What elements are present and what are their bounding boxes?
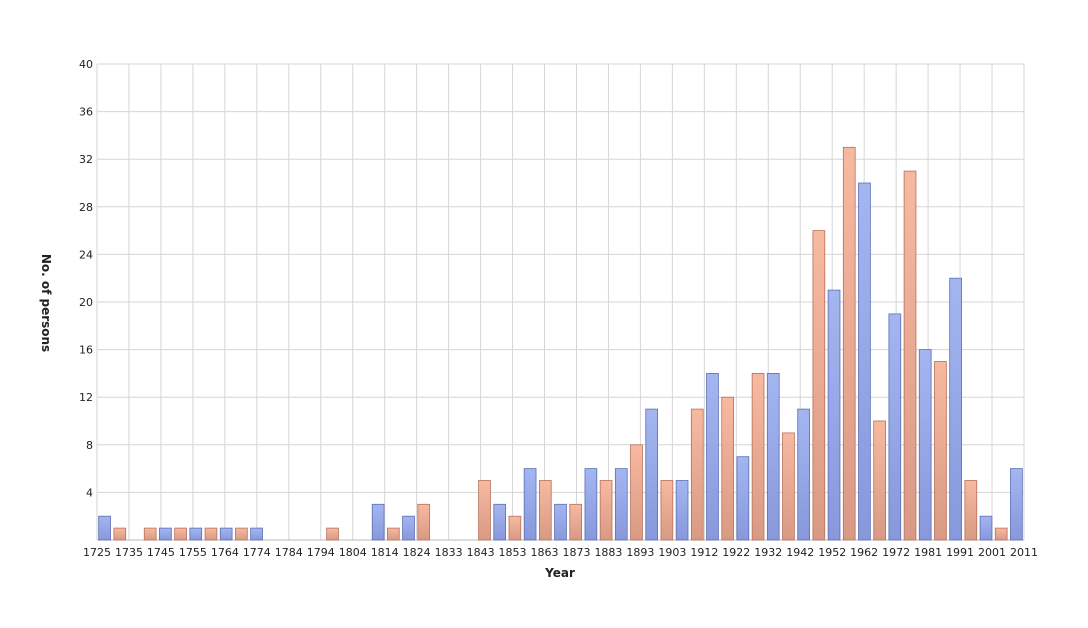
y-tick-label: 32 — [79, 153, 93, 166]
bar — [918, 349, 932, 541]
y-tick-label: 12 — [79, 391, 93, 404]
x-tick-label: 1804 — [339, 546, 367, 559]
x-axis-title: Year — [544, 566, 575, 580]
bar — [660, 480, 674, 541]
bar — [812, 230, 826, 541]
y-tick-label: 28 — [79, 201, 93, 214]
bar — [706, 372, 719, 541]
bar — [584, 468, 598, 541]
y-tick-label: 24 — [79, 248, 93, 261]
x-tick-label: 1833 — [435, 546, 463, 559]
bars — [98, 146, 1023, 541]
x-tick-label: 1972 — [882, 546, 910, 559]
bar — [782, 432, 795, 541]
bar — [417, 503, 431, 541]
x-tick-label: 1794 — [307, 546, 335, 559]
bar — [523, 468, 537, 541]
bar — [219, 527, 233, 541]
bar — [949, 277, 962, 541]
x-tick-label: 1745 — [147, 546, 175, 559]
bar — [554, 503, 567, 541]
x-tick-label: 1755 — [179, 546, 207, 559]
bar — [827, 289, 841, 541]
bar — [402, 515, 415, 541]
x-axis-ticks: 1725 1735 1745 1755 1764 1774 1784 1794 1804 1814… — [83, 546, 1038, 559]
y-tick-label: 40 — [79, 58, 93, 71]
bar — [766, 372, 780, 541]
bar — [159, 527, 172, 541]
bar — [842, 146, 856, 541]
bar — [98, 515, 111, 541]
x-tick-label: 1873 — [562, 546, 590, 559]
bar — [797, 408, 810, 541]
x-tick-label: 1932 — [754, 546, 782, 559]
x-tick-label: 2011 — [1010, 546, 1038, 559]
bar — [903, 170, 917, 541]
bar — [614, 468, 628, 541]
y-tick-label: 8 — [86, 439, 93, 452]
bar — [493, 503, 507, 541]
bar — [721, 396, 734, 541]
bar — [204, 527, 218, 541]
y-tick-label: 36 — [79, 106, 93, 119]
y-axis-title: No. of persons — [39, 254, 53, 352]
bar — [888, 313, 902, 541]
bar — [690, 408, 704, 541]
bar — [387, 527, 400, 541]
bar — [751, 372, 765, 541]
x-tick-label: 1893 — [626, 546, 654, 559]
bar — [873, 420, 886, 541]
x-tick-label: 1725 — [83, 546, 111, 559]
bar — [508, 515, 522, 541]
bar — [326, 527, 339, 541]
bar — [250, 527, 263, 541]
x-tick-label: 1883 — [594, 546, 622, 559]
bar — [979, 515, 993, 541]
y-tick-label: 4 — [86, 486, 93, 499]
x-tick-label: 1764 — [211, 546, 239, 559]
bar — [538, 480, 552, 541]
x-tick-label: 1912 — [690, 546, 718, 559]
x-tick-label: 1853 — [499, 546, 527, 559]
bar — [143, 527, 157, 541]
bar — [113, 527, 127, 541]
bar — [371, 503, 385, 541]
bar — [599, 480, 613, 541]
bar — [645, 408, 659, 541]
x-tick-label: 1814 — [371, 546, 399, 559]
y-tick-label: 16 — [79, 344, 93, 357]
bar — [478, 480, 491, 541]
bar — [736, 456, 750, 541]
bar — [1010, 468, 1023, 541]
bar — [630, 444, 643, 541]
x-tick-label: 1824 — [403, 546, 431, 559]
bar — [569, 503, 583, 541]
x-tick-label: 1922 — [722, 546, 750, 559]
x-tick-label: 1962 — [850, 546, 878, 559]
bar — [235, 527, 248, 541]
bar — [858, 182, 871, 541]
bar — [934, 361, 947, 541]
x-tick-label: 1991 — [946, 546, 974, 559]
x-tick-label: 2001 — [978, 546, 1006, 559]
bar — [994, 527, 1008, 541]
bar — [675, 480, 689, 541]
bar — [174, 527, 187, 541]
x-tick-label: 1784 — [275, 546, 303, 559]
x-tick-label: 1735 — [115, 546, 143, 559]
bar — [964, 480, 978, 541]
bar — [189, 527, 203, 541]
x-tick-label: 1863 — [531, 546, 559, 559]
x-tick-label: 1774 — [243, 546, 271, 559]
x-tick-label: 1952 — [818, 546, 846, 559]
y-axis-ticks: 4 8 12 16 20 24 28 32 36 40 — [79, 58, 93, 499]
x-tick-label: 1843 — [467, 546, 495, 559]
x-tick-label: 1942 — [786, 546, 814, 559]
x-tick-label: 1981 — [914, 546, 942, 559]
y-tick-label: 20 — [79, 296, 93, 309]
x-tick-label: 1903 — [658, 546, 686, 559]
